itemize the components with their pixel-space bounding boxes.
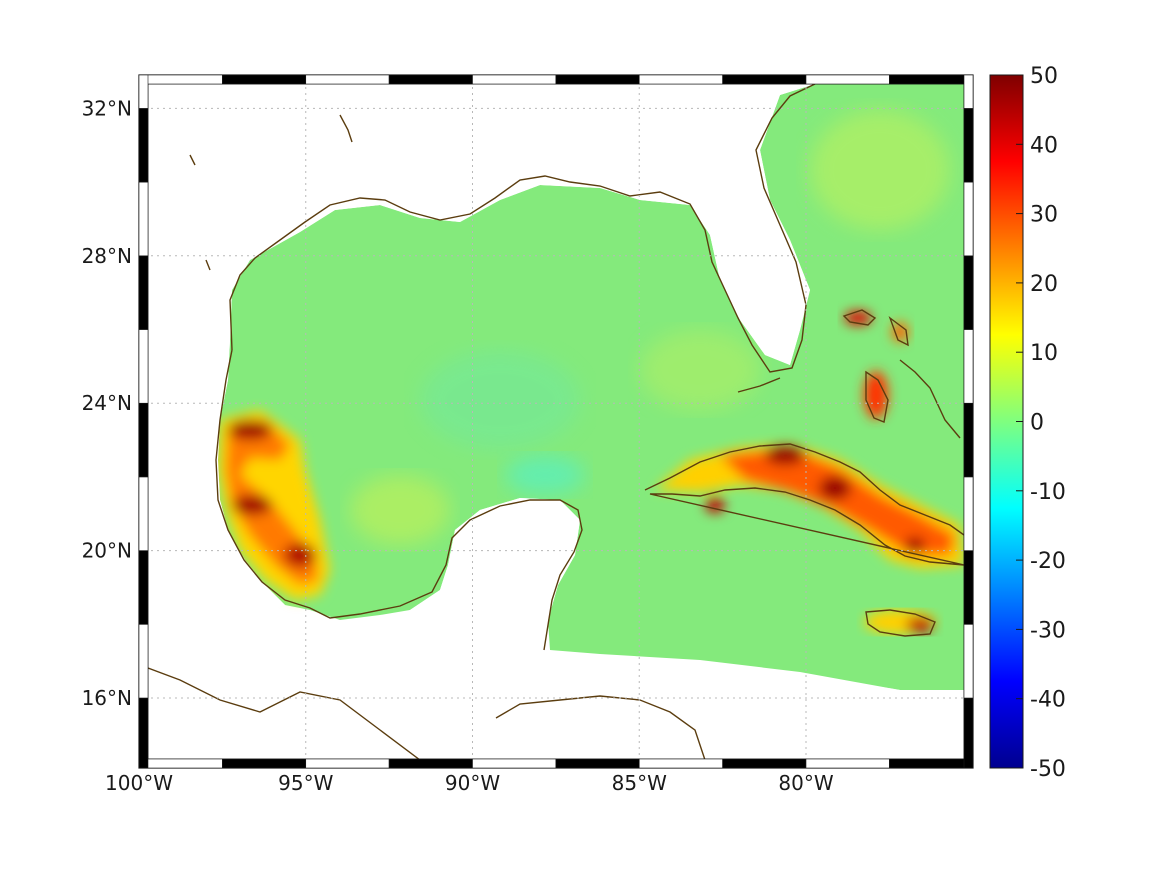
jamaica-coastline (865, 609, 936, 637)
frame-segment (305, 758, 390, 769)
frame-segment (138, 476, 149, 551)
map-frame (138, 74, 974, 769)
frame-segment (889, 758, 974, 769)
colorbar-labels: 50 40 30 20 10 0 -10 -20 -30 -40 -50 (1016, 64, 1066, 782)
texas-bays (189, 114, 353, 271)
frame-segment (963, 623, 974, 699)
frame-segment (138, 758, 223, 769)
frame-segment (138, 255, 149, 330)
colorbar: 50 40 30 20 10 0 -10 -20 -30 -40 -50 (989, 64, 1066, 782)
frame-segment (138, 74, 223, 85)
frame-segment (805, 758, 890, 769)
frame-segment (963, 402, 974, 478)
longitude-labels: 100°W 95°W 90°W 85°W 80°W (105, 771, 834, 795)
central-america-coast (148, 667, 421, 760)
frame-segment (138, 402, 149, 478)
colorbar-tick-label: 0 (1030, 411, 1044, 436)
mexico-coast-anomaly (218, 410, 330, 600)
data-field (148, 84, 964, 760)
frame-segment (963, 697, 974, 769)
colorbar-tick-label: 10 (1030, 341, 1058, 366)
frame-segment (222, 758, 307, 769)
frame-segment (963, 329, 974, 404)
mexico-land (148, 84, 815, 665)
frame-segment (963, 550, 974, 625)
colorbar-tick-label: 50 (1030, 64, 1058, 89)
frame-segment (963, 108, 974, 183)
field-cool-patch (420, 350, 580, 450)
latitude-tick-label: 24°N (82, 391, 132, 415)
latitude-tick-label: 20°N (82, 539, 132, 563)
frame-segment (963, 74, 974, 109)
jamaica-anomaly (864, 610, 936, 634)
frame-segment (963, 181, 974, 257)
colorbar-tick-label: 20 (1030, 272, 1058, 297)
bahamas-coastline (842, 309, 961, 439)
latitude-tick-label: 32°N (82, 96, 132, 120)
latitude-tick-label: 28°N (82, 244, 132, 268)
frame-segment (138, 329, 149, 404)
frame-segment (138, 74, 149, 109)
colorbar-tick-label: -10 (1030, 480, 1066, 505)
frame-segment (388, 758, 473, 769)
frame-segment (889, 74, 974, 85)
frame-segment (388, 74, 473, 85)
colorbar-tick-label: -20 (1030, 549, 1066, 574)
latitude-labels: 16°N 20°N 24°N 28°N 32°N (82, 96, 132, 710)
frame-segment (555, 758, 640, 769)
frame-segment (222, 74, 307, 85)
colorbar-tick-label: -40 (1030, 688, 1066, 713)
frame-segment (138, 108, 149, 183)
frame-segment (963, 255, 974, 330)
longitude-tick-label: 85°W (612, 771, 667, 795)
latitude-tick-label: 16°N (82, 686, 132, 710)
field-warm-patch (640, 330, 760, 410)
frame-segment (722, 74, 807, 85)
mexico-coastline (215, 349, 583, 651)
frame-segment (963, 476, 974, 551)
cuba-anomaly (655, 444, 964, 568)
longitude-tick-label: 100°W (105, 771, 173, 795)
frame-segment (472, 74, 557, 85)
frame-segment (305, 74, 390, 85)
frame-segment (138, 697, 149, 769)
graticule (139, 75, 973, 768)
field-warm-patch (350, 475, 450, 545)
colorbar-tick-label: 30 (1030, 203, 1058, 228)
longitude-tick-label: 95°W (278, 771, 333, 795)
frame-segment (555, 74, 640, 85)
frame-segment (638, 758, 723, 769)
frame-segment (472, 758, 557, 769)
frame-segment (805, 74, 890, 85)
longitude-tick-label: 80°W (778, 771, 833, 795)
cuba-coastline (644, 443, 964, 566)
field-cool-patch (505, 455, 585, 495)
longitude-tick-label: 90°W (445, 771, 500, 795)
frame-segment (638, 74, 723, 85)
frame-segment (138, 181, 149, 257)
no-data-south (548, 652, 964, 760)
florida-keys (737, 377, 781, 393)
colorbar-tick-label: -30 (1030, 618, 1066, 643)
field-warm-patch (810, 110, 950, 230)
frame-segment (138, 550, 149, 625)
frame-segment (722, 758, 807, 769)
frame-segment (138, 623, 149, 699)
colorbar-tick-label: -50 (1030, 757, 1066, 782)
colorbar-tick-label: 40 (1030, 133, 1058, 158)
